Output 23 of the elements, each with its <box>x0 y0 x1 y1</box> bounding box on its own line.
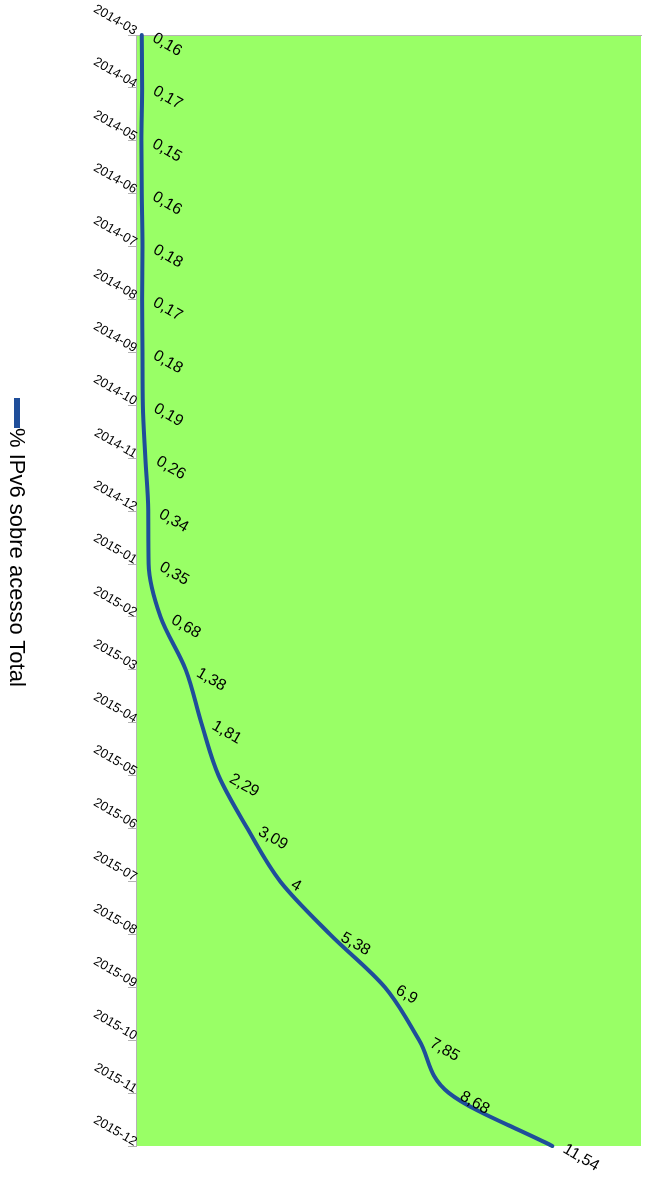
data-label: 0,26 <box>153 451 190 483</box>
legend-label: % IPv6 sobre acesso Total <box>4 428 30 687</box>
data-label: 1,81 <box>209 716 246 747</box>
data-label: 7,85 <box>427 1033 463 1065</box>
data-label: 0,17 <box>150 81 186 112</box>
data-label: 0,34 <box>156 504 193 536</box>
data-label: 8,68 <box>457 1086 493 1118</box>
data-label: 0,19 <box>151 399 187 430</box>
data-label: 4 <box>288 875 305 895</box>
data-label: 0,16 <box>150 187 186 218</box>
data-label: 2,29 <box>226 769 263 800</box>
data-label: 0,35 <box>156 557 193 589</box>
data-label: 0,15 <box>149 134 186 165</box>
data-label: 0,17 <box>150 293 186 324</box>
data-label: 11,54 <box>560 1139 603 1174</box>
data-label: 0,18 <box>150 240 187 271</box>
data-label: 1,38 <box>194 663 230 694</box>
data-label: 0,18 <box>150 346 187 377</box>
data-label: 3,09 <box>255 822 292 853</box>
data-label: 0,16 <box>150 28 186 60</box>
data-label: 6,9 <box>393 980 422 1007</box>
data-label: 5,38 <box>338 928 374 959</box>
data-label: 0,68 <box>168 610 205 641</box>
